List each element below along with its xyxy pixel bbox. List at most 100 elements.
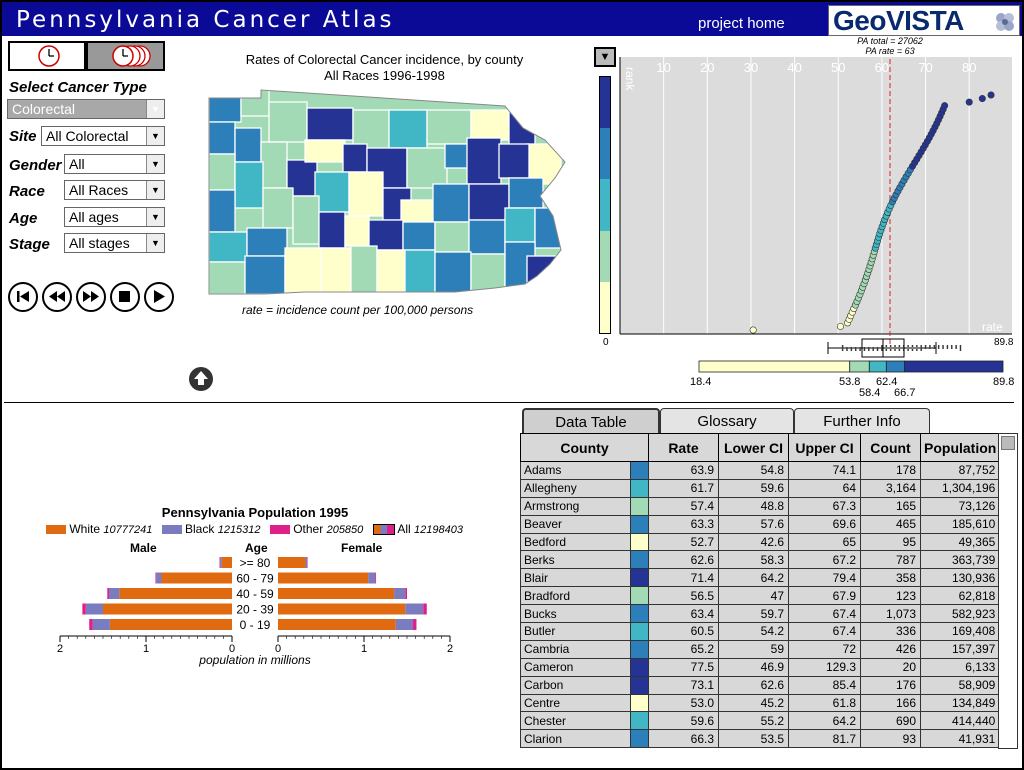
column-lower-ci[interactable]: Lower CI [718, 433, 789, 462]
female-bar-segment[interactable] [278, 557, 306, 568]
column-count[interactable]: Count [860, 433, 921, 462]
male-bar-segment[interactable] [161, 572, 232, 584]
county-rank-point[interactable] [987, 91, 995, 99]
female-bar-segment[interactable] [405, 603, 424, 615]
table-row[interactable]: Cambria 65.2 59 72 426 157,397 [520, 639, 1001, 659]
class-break-swatch[interactable] [868, 360, 887, 373]
female-bar-segment[interactable] [394, 588, 406, 599]
male-bar-segment[interactable] [119, 588, 232, 599]
site-select[interactable]: All Colorectal ▼ [41, 126, 165, 146]
female-bar-segment[interactable] [278, 588, 395, 599]
rate-strip-dot [920, 345, 923, 347]
female-bar-segment[interactable] [305, 557, 308, 568]
rank-plot[interactable]: 10 20 30 40 50 60 70 80 rank rate 0 89.8 [600, 55, 1015, 400]
table-row[interactable]: Adams 63.9 54.8 74.1 178 87,752 [520, 461, 1001, 480]
class-break-swatch[interactable] [885, 360, 906, 373]
county-rank-point[interactable] [749, 326, 757, 334]
age-group-label: 0 - 19 [240, 618, 271, 632]
female-bar-segment[interactable] [405, 588, 407, 599]
break-62-4: 62.4 [876, 376, 897, 388]
class-break-swatch[interactable] [849, 360, 870, 373]
tab-further-info[interactable]: Further Info [794, 408, 930, 434]
rate-cell: 62.6 [648, 550, 719, 570]
male-bar-segment[interactable] [103, 603, 232, 615]
table-row[interactable]: Blair 71.4 64.2 79.4 358 130,936 [520, 568, 1001, 588]
upper-ci-cell: 85.4 [788, 675, 861, 695]
county-rank-point[interactable] [978, 95, 986, 103]
skip-to-start-button[interactable] [8, 282, 38, 312]
race-value: All Races [69, 182, 129, 198]
tab-glossary[interactable]: Glossary [660, 408, 794, 434]
age-group-label: 60 - 79 [236, 572, 274, 586]
race-select[interactable]: All Races ▼ [64, 180, 165, 200]
pa-summary: PA total = 27062 PA rate = 63 [830, 36, 950, 56]
single-time-button[interactable] [8, 41, 86, 71]
county-rank-point[interactable] [965, 98, 973, 106]
female-bar-segment[interactable] [423, 603, 427, 615]
female-bar-segment[interactable] [278, 572, 369, 584]
county-rank-point[interactable] [941, 102, 949, 110]
geovista-logo[interactable]: GeoVISTA [828, 5, 1020, 36]
male-bar-segment[interactable] [221, 557, 232, 568]
table-row[interactable]: Clarion 66.3 53.5 81.7 93 41,931 [520, 729, 1001, 749]
fast-forward-button[interactable] [76, 282, 106, 312]
table-row[interactable]: Berks 62.6 58.3 67.2 787 363,739 [520, 550, 1001, 570]
male-bar-segment[interactable] [155, 572, 157, 584]
table-row[interactable]: Bedford 52.7 42.6 65 95 49,365 [520, 532, 1001, 552]
table-row[interactable]: Centre 53.0 45.2 61.8 166 134,849 [520, 693, 1001, 713]
female-bar-segment[interactable] [278, 619, 396, 630]
table-row[interactable]: Carbon 73.1 62.6 85.4 176 58,909 [520, 675, 1001, 695]
lower-ci-cell: 53.5 [718, 729, 789, 749]
scrollbar-thumb[interactable] [1001, 436, 1015, 450]
count-cell: 3,164 [860, 478, 921, 498]
tab-data-table[interactable]: Data Table [522, 408, 660, 434]
male-bar-segment[interactable] [109, 588, 120, 599]
class-break-swatch[interactable] [698, 360, 851, 373]
age-select[interactable]: All ages ▼ [64, 207, 165, 227]
male-bar-segment[interactable] [82, 603, 86, 615]
collapse-up-button[interactable] [188, 366, 214, 392]
animated-time-button[interactable] [86, 41, 165, 71]
play-button[interactable] [144, 282, 174, 312]
table-row[interactable]: Bucks 63.4 59.7 67.4 1,073 582,923 [520, 604, 1001, 624]
cancer-type-label: Select Cancer Type [9, 79, 147, 96]
stop-button[interactable] [110, 282, 140, 312]
male-bar-segment[interactable] [92, 619, 110, 630]
table-row[interactable]: Allegheny 61.7 59.6 64 3,164 1,304,196 [520, 478, 1001, 498]
county-rank-point[interactable] [836, 322, 844, 330]
rankplot-menu-button[interactable]: ▼ [594, 47, 616, 67]
project-home-link[interactable]: project home [698, 15, 785, 32]
female-bar-segment[interactable] [395, 619, 414, 630]
table-row[interactable]: Bradford 56.5 47 67.9 123 62,818 [520, 586, 1001, 606]
stage-select[interactable]: All stages ▼ [64, 233, 165, 253]
cancer-type-select[interactable]: Colorectal ▼ [7, 99, 165, 119]
class-break-swatch[interactable] [904, 360, 1004, 373]
male-bar-segment[interactable] [219, 557, 222, 568]
column-population[interactable]: Population [919, 433, 1001, 462]
column-upper-ci[interactable]: Upper CI [788, 433, 861, 462]
table-scrollbar[interactable] [998, 433, 1018, 749]
rewind-button[interactable] [42, 282, 72, 312]
table-row[interactable]: Chester 59.6 55.2 64.2 690 414,440 [520, 711, 1001, 731]
female-bar-segment[interactable] [413, 619, 417, 630]
female-bar-segment[interactable] [375, 572, 377, 584]
table-row[interactable]: Armstrong 57.4 48.8 67.3 165 73,126 [520, 496, 1001, 516]
male-bar-segment[interactable] [89, 619, 93, 630]
female-bar-segment[interactable] [278, 603, 406, 615]
lower-ci-cell: 45.2 [718, 693, 789, 713]
column-county[interactable]: County [520, 433, 649, 462]
male-bar-segment[interactable] [107, 588, 110, 599]
chevron-down-icon: ▼ [146, 100, 164, 118]
pennsylvania-choropleth-map[interactable] [205, 88, 570, 298]
table-row[interactable]: Butler 60.5 54.2 67.4 336 169,408 [520, 622, 1001, 641]
female-bar-segment[interactable] [368, 572, 376, 584]
male-bar-segment[interactable] [156, 572, 162, 584]
table-row[interactable]: Beaver 63.3 57.6 69.6 465 185,610 [520, 514, 1001, 534]
table-row[interactable]: Cameron 77.5 46.9 129.3 20 6,133 [520, 657, 1001, 677]
gender-select[interactable]: All ▼ [64, 154, 165, 174]
male-bar-segment[interactable] [85, 603, 103, 615]
column-rate[interactable]: Rate [648, 433, 719, 462]
male-bar-segment[interactable] [109, 619, 232, 630]
header-bar: Pennsylvania Cancer Atlas project home G… [2, 2, 1022, 36]
